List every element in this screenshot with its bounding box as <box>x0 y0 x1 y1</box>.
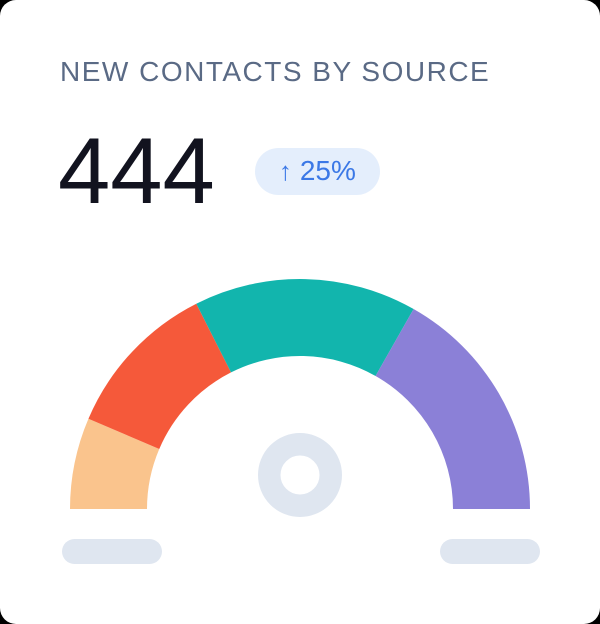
gauge-hub-icon <box>258 433 342 517</box>
gauge-segment-orange[interactable] <box>88 303 232 449</box>
gauge-segment-teal[interactable] <box>196 279 414 376</box>
gauge-segment-purple[interactable] <box>375 309 530 509</box>
arrow-up-icon: ↑ <box>278 156 292 186</box>
gauge-segment-peach[interactable] <box>70 418 160 509</box>
stat-row: 444 ↑ 25% <box>58 124 380 218</box>
gauge-leg-left <box>62 539 162 564</box>
gauge-leg-right <box>440 539 540 564</box>
trend-badge: ↑ 25% <box>254 147 380 195</box>
card-title: NEW CONTACTS BY SOURCE <box>60 56 491 87</box>
kpi-value: 444 <box>58 118 215 223</box>
trend-value: 25% <box>299 155 356 186</box>
gauge-segments <box>70 279 530 509</box>
